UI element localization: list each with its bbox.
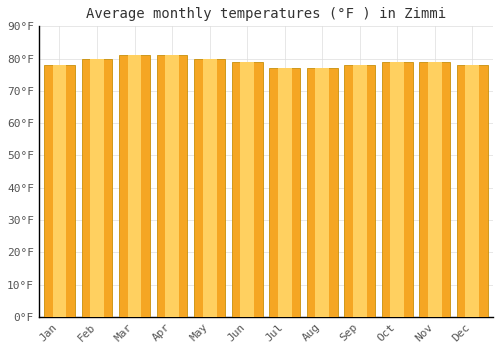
Title: Average monthly temperatures (°F ) in Zimmi: Average monthly temperatures (°F ) in Zi… bbox=[86, 7, 446, 21]
Bar bbox=[240, 62, 254, 317]
Bar bbox=[316, 68, 329, 317]
Bar bbox=[344, 65, 375, 317]
Bar bbox=[119, 55, 150, 317]
Bar bbox=[44, 65, 75, 317]
Bar bbox=[270, 68, 300, 317]
Bar bbox=[353, 65, 366, 317]
Bar bbox=[82, 58, 112, 317]
Bar bbox=[390, 62, 404, 317]
Bar bbox=[194, 58, 225, 317]
Bar bbox=[466, 65, 479, 317]
Bar bbox=[428, 62, 442, 317]
Bar bbox=[128, 55, 141, 317]
Bar bbox=[278, 68, 291, 317]
Bar bbox=[457, 65, 488, 317]
Bar bbox=[382, 62, 412, 317]
Bar bbox=[307, 68, 338, 317]
Bar bbox=[420, 62, 450, 317]
Bar bbox=[52, 65, 66, 317]
Bar bbox=[165, 55, 179, 317]
Bar bbox=[232, 62, 262, 317]
Bar bbox=[202, 58, 216, 317]
Bar bbox=[90, 58, 104, 317]
Bar bbox=[156, 55, 188, 317]
